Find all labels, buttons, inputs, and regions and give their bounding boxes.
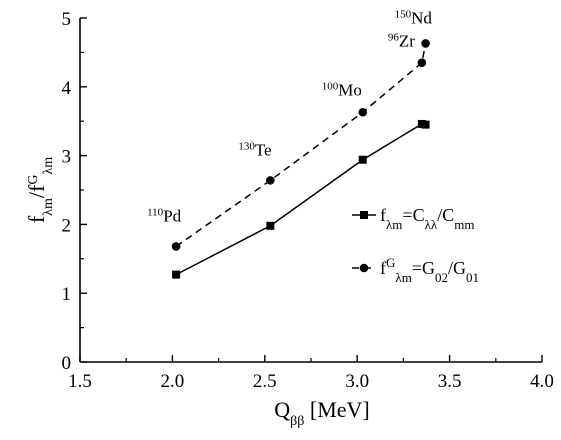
x-axis-title: Qββ [MeV]	[274, 397, 370, 429]
legend-item-g: fGλm=G02/G01	[352, 255, 479, 285]
legend-text-part: =C	[402, 205, 424, 225]
legend-sub: 02	[435, 270, 448, 285]
legend-sub: λλ	[425, 217, 438, 232]
data-point-square	[421, 120, 430, 129]
x-axis-ticks: 1.5 2.0 2.5 3.0 3.5 4.0	[68, 355, 554, 392]
isotope-label: 100Mo	[322, 80, 362, 99]
data-point-square	[358, 155, 367, 164]
legend-text-part: /C	[437, 205, 454, 225]
isotope-mass-number: 110	[147, 206, 164, 218]
isotope-mass-number: 100	[322, 80, 339, 92]
isotope-symbol: Te	[255, 140, 272, 159]
legend-text-part: f	[380, 258, 386, 278]
annotations: 110Pd 130Te 100Mo 96Zr 150Nd	[147, 8, 432, 225]
legend-sub: 01	[466, 270, 479, 285]
isotope-symbol: Zr	[399, 32, 415, 51]
x-tick-label: 2.5	[253, 371, 277, 392]
legend-sub: mm	[454, 217, 474, 232]
legend-item-ratio: fλm=Cλλ/Cmm	[352, 205, 474, 232]
legend-label: fλm=Cλλ/Cmm	[380, 205, 474, 232]
isotope-mass-number: 130	[238, 140, 255, 152]
legend-text-part: /G	[448, 258, 466, 278]
data-point-circle	[417, 58, 427, 68]
legend-text-part: f	[380, 205, 386, 225]
y-tick-label: 2	[62, 215, 72, 236]
y-tick-label: 4	[62, 78, 72, 99]
isotope-mass-number: 150	[395, 8, 412, 20]
isotope-label: 96Zr	[388, 32, 415, 51]
y-tick-label: 5	[62, 9, 72, 30]
data-point-circle	[266, 176, 275, 185]
data-point-circle	[358, 107, 368, 117]
series-ratio	[172, 119, 430, 279]
isotope-mass-number: 96	[388, 32, 400, 44]
legend-marker-square	[360, 211, 368, 219]
axes	[79, 18, 542, 363]
data-point-circle	[421, 39, 430, 48]
legend-sup: G	[386, 255, 395, 270]
isotope-label: 130Te	[238, 140, 271, 159]
y-axis-title: fλm/fGλm	[24, 157, 56, 223]
x-tick-label: 1.5	[68, 371, 92, 392]
legend-sub: λm	[386, 217, 402, 232]
x-tick-label: 3.5	[438, 371, 462, 392]
series-layer	[171, 39, 430, 279]
legend-label: fGλm=G02/G01	[380, 255, 479, 285]
data-point-square	[172, 270, 181, 279]
isotope-label: 110Pd	[147, 206, 182, 225]
legend-marker-circle	[359, 263, 369, 273]
y-tick-label: 3	[62, 147, 72, 168]
y-tick-label: 0	[62, 353, 72, 374]
series-line-ratio	[175, 123, 426, 276]
isotope-label: 150Nd	[395, 8, 433, 27]
isotope-symbol: Pd	[163, 206, 181, 225]
isotope-symbol: Mo	[338, 80, 362, 99]
data-point-circle	[171, 242, 181, 251]
data-point-square	[266, 221, 275, 230]
x-tick-label: 3.0	[345, 371, 369, 392]
legend-text-part: =G	[412, 258, 435, 278]
y-tick-label: 1	[62, 284, 72, 305]
y-axis-ticks: 0 1 2 3 4 5	[62, 9, 87, 374]
x-tick-label: 2.0	[161, 371, 185, 392]
x-tick-label: 4.0	[530, 371, 554, 392]
series-g	[171, 39, 430, 251]
legend-sub: λm	[395, 270, 411, 285]
isotope-symbol: Nd	[411, 8, 432, 27]
